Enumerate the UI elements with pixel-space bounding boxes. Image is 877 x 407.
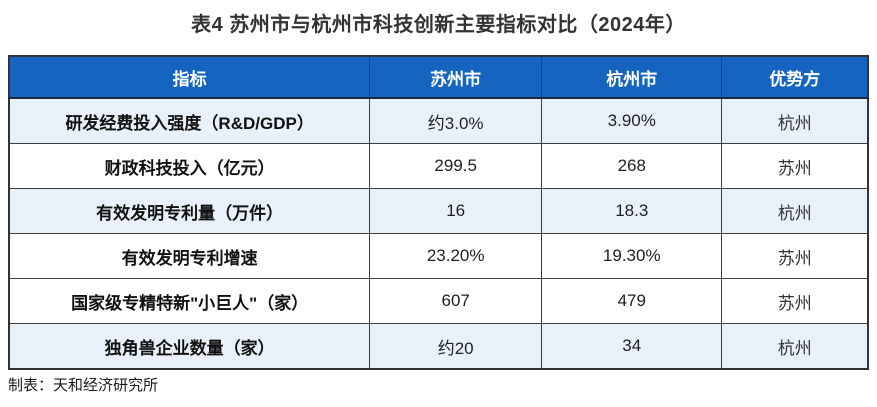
table-title: 表4 苏州市与杭州市科技创新主要指标对比（2024年） [191, 14, 686, 36]
advantage-cell: 苏州 [721, 278, 869, 324]
table-row: 有效发明专利量（万件） 16 18.3 杭州 [8, 188, 869, 234]
advantage-cell: 杭州 [721, 188, 869, 234]
advantage-cell: 杭州 [721, 97, 869, 144]
suzhou-value-cell: 607 [369, 278, 543, 324]
table-row: 国家级专精特新"小巨人"（家） 607 479 苏州 [8, 278, 869, 324]
suzhou-value-cell: 约3.0% [369, 97, 543, 144]
hangzhou-value-cell: 479 [541, 278, 723, 324]
indicator-cell: 独角兽企业数量（家） [8, 323, 371, 370]
header-row: 指标 苏州市 杭州市 优势方 [8, 55, 869, 99]
hangzhou-value-cell: 34 [541, 323, 723, 370]
table-row: 独角兽企业数量（家） 约20 34 杭州 [8, 323, 869, 370]
advantage-cell: 杭州 [721, 323, 869, 370]
hangzhou-value-cell: 3.90% [541, 97, 723, 144]
advantage-cell: 苏州 [721, 143, 869, 189]
column-header-suzhou: 苏州市 [369, 55, 543, 99]
indicator-cell: 财政科技投入（亿元） [8, 143, 371, 189]
suzhou-value-cell: 16 [369, 188, 543, 234]
table-row: 财政科技投入（亿元） 299.5 268 苏州 [8, 143, 869, 189]
column-header-hangzhou: 杭州市 [541, 55, 723, 99]
indicator-cell: 有效发明专利量（万件） [8, 188, 371, 234]
suzhou-value-cell: 23.20% [369, 233, 543, 279]
hangzhou-value-cell: 19.30% [541, 233, 723, 279]
source-note: 制表：天和经济研究所 [8, 377, 159, 394]
hangzhou-value-cell: 18.3 [541, 188, 723, 234]
advantage-cell: 苏州 [721, 233, 869, 279]
table-row: 有效发明专利增速 23.20% 19.30% 苏州 [8, 233, 869, 279]
column-header-indicator: 指标 [8, 55, 371, 99]
suzhou-value-cell: 299.5 [369, 143, 543, 189]
suzhou-value-cell: 约20 [369, 323, 543, 370]
indicator-cell: 研发经费投入强度（R&D/GDP） [8, 97, 371, 144]
table-row: 研发经费投入强度（R&D/GDP） 约3.0% 3.90% 杭州 [8, 97, 869, 144]
indicator-cell: 国家级专精特新"小巨人"（家） [8, 278, 371, 324]
comparison-table: 指标 苏州市 杭州市 优势方 研发经费投入强度（R&D/GDP） 约3.0% 3… [8, 55, 869, 370]
hangzhou-value-cell: 268 [541, 143, 723, 189]
column-header-advantage: 优势方 [721, 55, 869, 99]
indicator-cell: 有效发明专利增速 [8, 233, 371, 279]
